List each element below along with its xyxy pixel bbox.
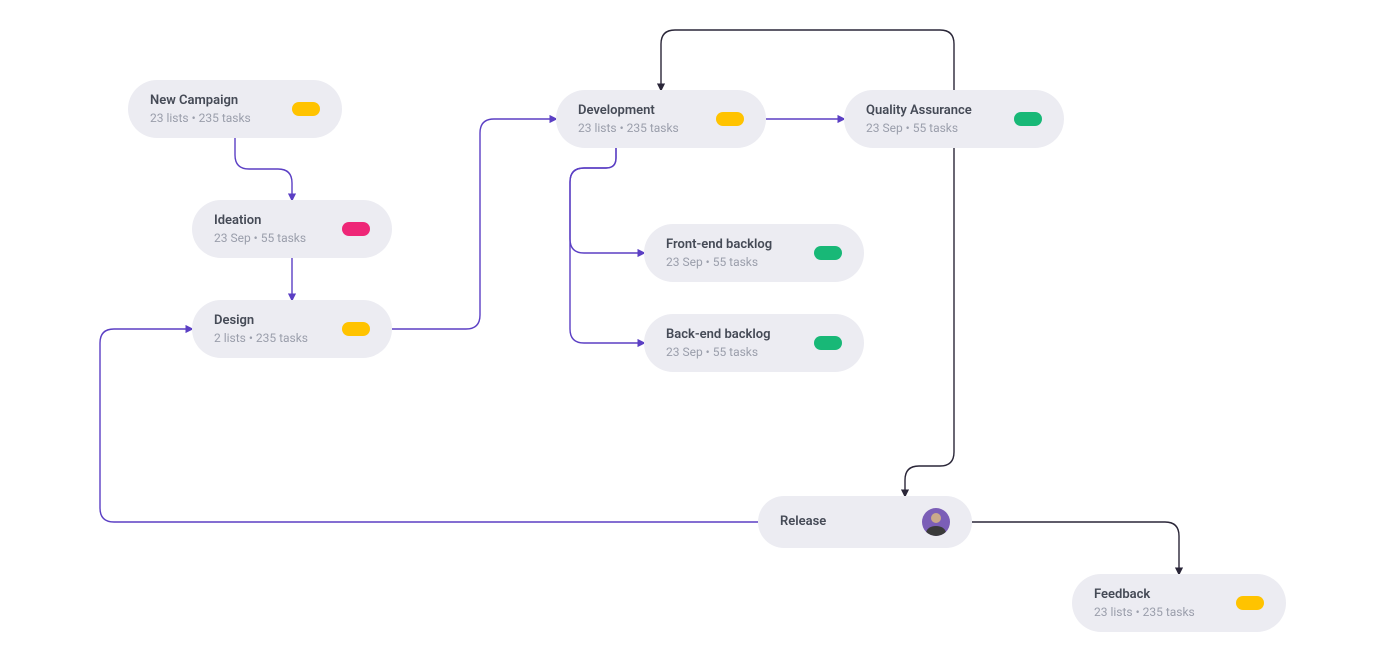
- node-fe_backlog[interactable]: Front-end backlog 23 Sep • 55 tasks: [644, 224, 864, 282]
- node-meta: 23 Sep • 55 tasks: [214, 231, 306, 245]
- node-title: Ideation: [214, 213, 306, 229]
- edge-new_campaign-to-ideation: [235, 138, 292, 200]
- edge-design-to-development: [392, 119, 556, 329]
- node-title: Development: [578, 103, 679, 119]
- node-title: Quality Assurance: [866, 103, 972, 119]
- node-meta: 2 lists • 235 tasks: [214, 331, 308, 345]
- node-title: New Campaign: [150, 93, 251, 109]
- node-title: Design: [214, 313, 308, 329]
- edge-qa-to-release: [905, 148, 954, 496]
- node-meta: 23 Sep • 55 tasks: [666, 255, 772, 269]
- node-design[interactable]: Design 2 lists • 235 tasks: [192, 300, 392, 358]
- status-badge: [342, 322, 370, 336]
- status-badge: [716, 112, 744, 126]
- status-badge: [1014, 112, 1042, 126]
- edge-development-to-fe_backlog: [570, 148, 644, 253]
- node-ideation[interactable]: Ideation 23 Sep • 55 tasks: [192, 200, 392, 258]
- status-badge: [1236, 596, 1264, 610]
- avatar: [922, 508, 950, 536]
- node-title: Release: [780, 514, 826, 530]
- node-title: Front-end backlog: [666, 237, 772, 253]
- node-meta: 23 lists • 235 tasks: [150, 111, 251, 125]
- status-badge: [814, 246, 842, 260]
- node-meta: 23 Sep • 55 tasks: [666, 345, 771, 359]
- node-title: Back-end backlog: [666, 327, 771, 343]
- node-be_backlog[interactable]: Back-end backlog 23 Sep • 55 tasks: [644, 314, 864, 372]
- node-release[interactable]: Release: [758, 496, 972, 548]
- node-meta: 23 Sep • 55 tasks: [866, 121, 972, 135]
- node-development[interactable]: Development 23 lists • 235 tasks: [556, 90, 766, 148]
- edge-qa-to-development: [661, 30, 954, 90]
- node-new_campaign[interactable]: New Campaign 23 lists • 235 tasks: [128, 80, 342, 138]
- edge-development-to-be_backlog: [570, 148, 644, 343]
- node-meta: 23 lists • 235 tasks: [1094, 605, 1195, 619]
- status-badge: [292, 102, 320, 116]
- edge-release-to-feedback: [972, 522, 1179, 574]
- status-badge: [814, 336, 842, 350]
- status-badge: [342, 222, 370, 236]
- node-qa[interactable]: Quality Assurance 23 Sep • 55 tasks: [844, 90, 1064, 148]
- node-feedback[interactable]: Feedback 23 lists • 235 tasks: [1072, 574, 1286, 632]
- node-title: Feedback: [1094, 587, 1195, 603]
- node-meta: 23 lists • 235 tasks: [578, 121, 679, 135]
